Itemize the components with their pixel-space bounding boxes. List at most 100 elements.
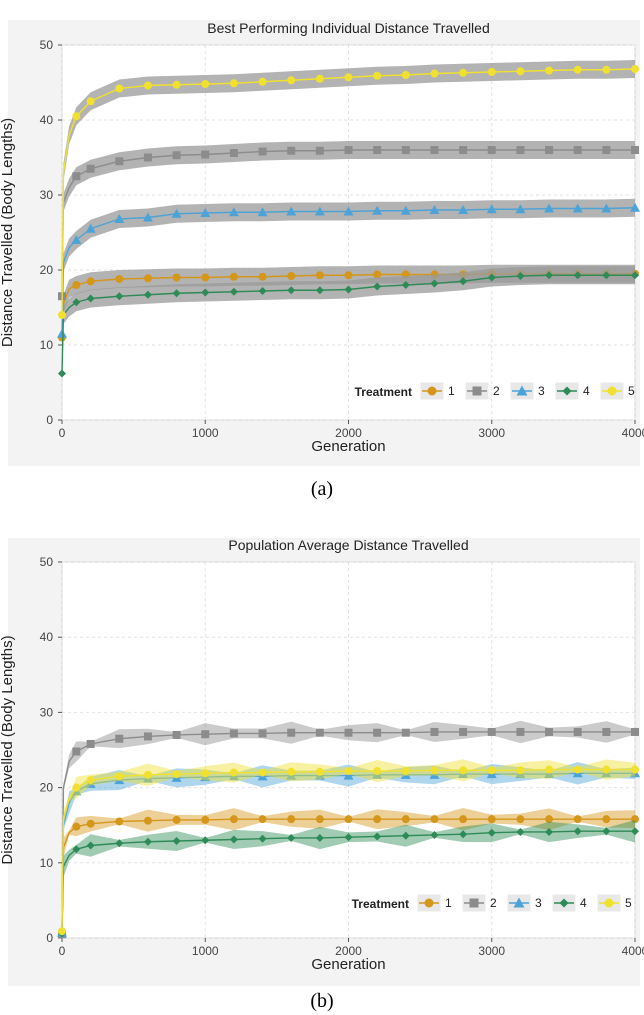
chart-a-series-5-point <box>115 84 124 93</box>
chart-b-series-4-point <box>172 836 181 845</box>
chart-b-series-5-point <box>229 768 238 777</box>
chart-a-series-2-point <box>172 151 181 160</box>
chart-a-series-1-point <box>258 272 267 281</box>
chart-a-legend-key-marker <box>427 386 437 396</box>
chart-b-series-5-point <box>401 767 410 776</box>
chart-b-svg: Population Average Distance Travelled010… <box>0 537 644 986</box>
chart-b-series-2-point <box>315 728 324 737</box>
chart-b-series-4-point <box>373 832 382 841</box>
chart-b-series-5-point <box>373 767 382 776</box>
chart-a-series-5-point <box>344 73 353 82</box>
chart-a-y-tick-label: 20 <box>40 263 54 277</box>
chart-a-series-4-point <box>545 271 554 280</box>
chart-a-series-4-point <box>602 271 611 280</box>
chart-a-series-2-point <box>201 150 210 159</box>
chart-b-series-1-point <box>115 817 124 826</box>
chart-b-series-3-point <box>544 769 555 779</box>
chart-b-series-5-point <box>143 770 152 779</box>
chart-a-series-3-point <box>228 207 239 217</box>
chart-a-series-3-point <box>630 202 640 212</box>
chart-b-series-2-point <box>229 729 238 738</box>
chart-b-series-1-point <box>573 815 582 824</box>
chart-a-series-3-point <box>486 204 497 214</box>
chart-a-series-3-point <box>372 205 383 215</box>
chart-a-series-3-point <box>572 203 583 213</box>
chart-a-legend-label-1: 1 <box>448 384 455 398</box>
chart-b-legend-key-marker <box>604 898 614 908</box>
chart-b-legend: Treatment 1 2 3 4 5 <box>352 893 632 913</box>
chart-b-legend-label-2: 2 <box>490 896 497 910</box>
chart-a-series-4-point <box>58 369 66 378</box>
chart-a-series-5-point <box>229 79 238 88</box>
chart-a-series-5-point <box>287 76 296 85</box>
chart-a-series-2-point <box>573 146 582 154</box>
chart-b-series-2-point <box>459 727 468 736</box>
chart-a-series-3-point <box>171 208 182 218</box>
chart-a-series-4-point <box>229 287 238 296</box>
chart-a-series-4-point <box>287 286 296 295</box>
chart-a-legend-key-marker <box>472 386 482 396</box>
chart-b-series-5-point <box>573 765 582 774</box>
chart-b-series-4-point <box>459 830 468 839</box>
chart-b-x-tick-label: 2000 <box>335 944 362 958</box>
chart-a-series-5-point <box>143 81 152 90</box>
chart-a-series-1-point <box>172 273 181 282</box>
chart-a-x-tick-label: 3000 <box>478 426 505 440</box>
chart-b-series-5-point <box>172 770 181 779</box>
chart-a-series-1-point <box>143 274 152 283</box>
chart-a-series-5-point <box>459 68 468 77</box>
chart-a-legend: Treatment 1 2 3 4 5 <box>355 381 635 401</box>
chart-a-series-1-point <box>72 281 81 289</box>
chart-b-legend-label-3: 3 <box>535 896 542 910</box>
chart-b-series-2-point <box>487 727 496 736</box>
chart-a-series-2-point <box>72 172 81 181</box>
chart-a-series-5-point <box>373 71 382 80</box>
chart-a-series-4-point <box>516 272 525 280</box>
chart-b-series-5-point <box>602 765 611 774</box>
chart-b-series-4-point <box>430 830 439 839</box>
chart-b-series-2-point <box>258 729 267 738</box>
chart-b-series-5-point <box>58 927 66 936</box>
chart-a-series-3 <box>57 198 640 343</box>
chart-b-series-4-point <box>315 833 324 842</box>
chart-b-series-1-point <box>459 815 468 824</box>
chart-b-series-4-point <box>631 827 639 836</box>
chart-a-series-5 <box>58 60 639 324</box>
chart-b-series-1-point <box>72 822 81 831</box>
chart-a-series-2-point <box>229 149 238 157</box>
chart-a-y-axis-label: Distance Travelled (Body Lengths) <box>0 118 16 347</box>
chart-b-series-1-point <box>373 815 382 824</box>
chart-b-y-tick-label: 20 <box>40 781 54 795</box>
chart-b-series-5-point <box>201 769 210 778</box>
chart-a-series-1-point <box>315 271 324 280</box>
chart-b-legend-key-marker <box>469 898 479 908</box>
chart-a-legend-label-2: 2 <box>493 384 500 398</box>
chart-a-grid <box>61 44 636 421</box>
chart-a-series-5-point <box>487 68 496 76</box>
chart-a-series-3-point <box>429 205 440 214</box>
chart-b-series-4-point <box>287 833 296 842</box>
chart-a-series-5-point <box>516 67 525 76</box>
chart-a-legend-label-3: 3 <box>538 384 545 398</box>
chart-b-y-tick-label: 50 <box>40 555 54 569</box>
chart-a-series-3-point <box>257 207 268 217</box>
chart-a-series-5-point <box>401 71 410 79</box>
chart-b-series-5-point <box>516 766 525 775</box>
chart-a-series-5-point <box>545 66 554 75</box>
chart-a-series-3-point <box>71 235 82 244</box>
chart-a-series-4-point <box>573 271 582 280</box>
chart-a-series-5-point <box>258 77 267 86</box>
chart-b-series-3-point <box>429 769 440 779</box>
chart-a-series-4-point <box>258 287 267 295</box>
chart-b-series-5-point <box>258 768 267 777</box>
chart-a-series-5-point <box>602 65 611 74</box>
chart-b-series-4-point <box>573 827 582 836</box>
chart-panel-b: Population Average Distance Travelled 0 10… <box>0 528 644 990</box>
chart-b-series-1-point <box>631 815 639 824</box>
chart-a-series-1-point <box>229 272 238 281</box>
chart-a-series-1-point <box>115 275 124 283</box>
chart-a-series-3-point <box>85 223 96 233</box>
chart-b-series-2-point <box>172 730 181 739</box>
chart-b-series-3-point <box>343 770 354 780</box>
chart-panel-a: Best Performing Individual Distance Trav… <box>0 0 644 470</box>
